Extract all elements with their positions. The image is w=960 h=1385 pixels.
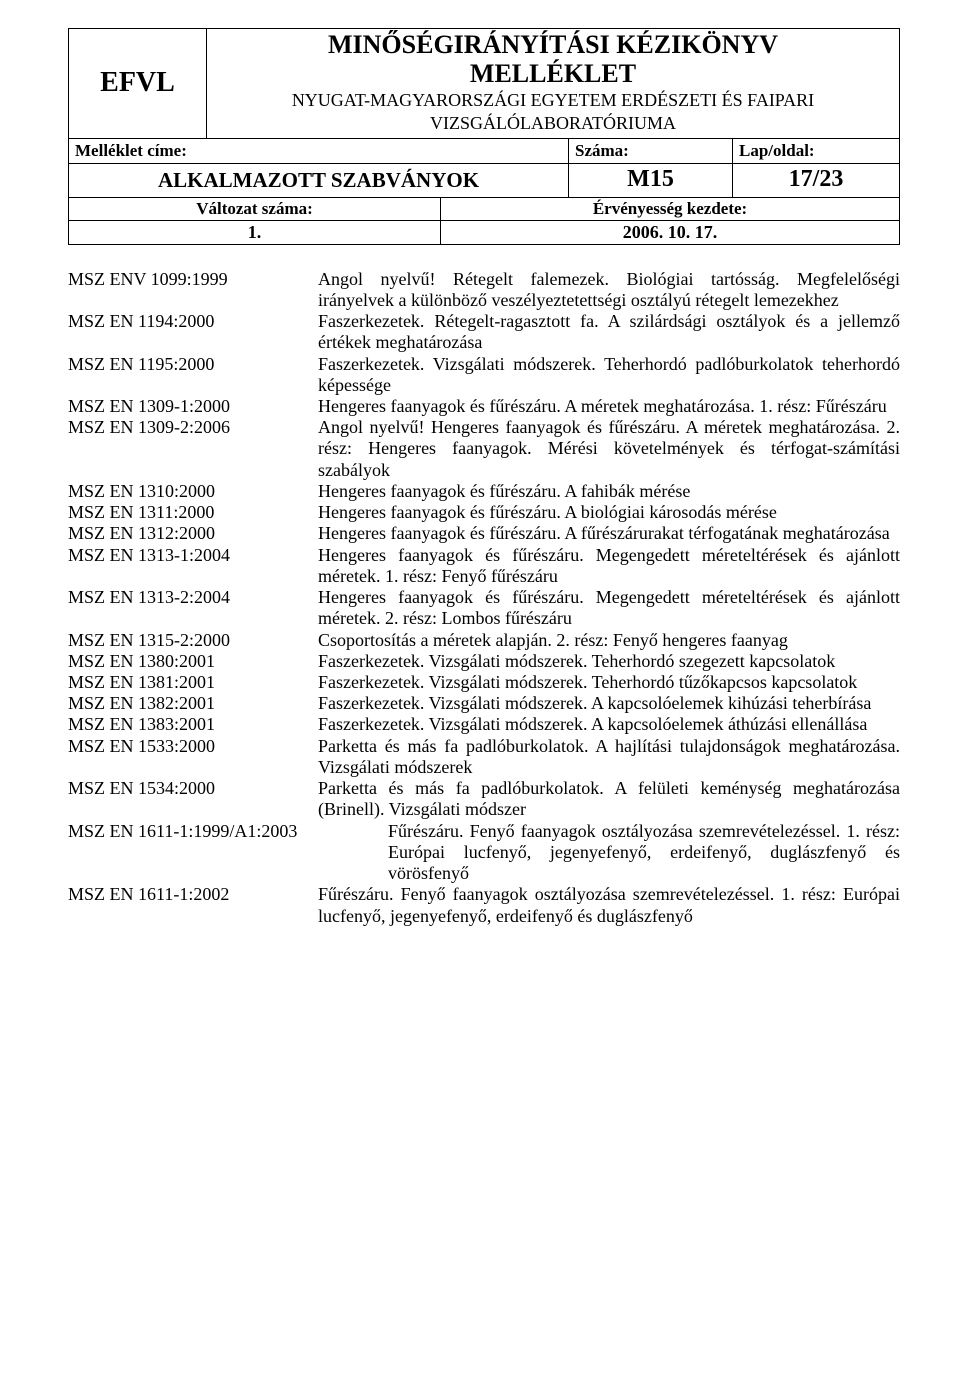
standard-entry: MSZ EN 1533:2000Parketta és más fa padló… — [68, 736, 900, 778]
standard-entry: MSZ EN 1195:2000Faszerkezetek. Vizsgálat… — [68, 354, 900, 396]
standard-entry: MSZ EN 1611-1:2002Fűrészáru. Fenyő faany… — [68, 884, 900, 926]
standard-description: Hengeres faanyagok és fűrészáru. Megenge… — [318, 545, 900, 587]
applied-standards-title: ALKALMAZOTT SZABVÁNYOK — [69, 164, 569, 197]
header-logo: EFVL — [69, 29, 207, 138]
document-header: EFVL MINŐSÉGIRÁNYÍTÁSI KÉZIKÖNYV MELLÉKL… — [68, 28, 900, 245]
standard-code: MSZ EN 1611-1:1999/A1:2003 — [68, 821, 388, 842]
standard-description: Parketta és más fa padlóburkolatok. A ha… — [318, 736, 900, 778]
page-label: Lap/oldal: — [733, 139, 899, 163]
main-title-line2: MELLÉKLET — [213, 60, 893, 89]
standard-entry: MSZ EN 1611-1:1999/A1:2003Fűrészáru. Fen… — [68, 821, 900, 885]
standard-description: Parketta és más fa padlóburkolatok. A fe… — [318, 778, 900, 820]
standard-description: Hengeres faanyagok és fűrészáru. A fahib… — [318, 481, 900, 502]
standard-code: MSZ EN 1383:2001 — [68, 714, 318, 735]
standard-description: Faszerkezetek. Vizsgálati módszerek. Teh… — [318, 354, 900, 396]
standard-entry: MSZ EN 1534:2000Parketta és más fa padló… — [68, 778, 900, 820]
standard-entry: MSZ EN 1309-1:2000Hengeres faanyagok és … — [68, 396, 900, 417]
standard-description: Faszerkezetek. Vizsgálati módszerek. Teh… — [318, 672, 900, 693]
standard-description: Angol nyelvű! Rétegelt falemezek. Biológ… — [318, 269, 900, 311]
standard-code: MSZ EN 1311:2000 — [68, 502, 318, 523]
validity-label: Érvényesség kezdete: — [441, 198, 899, 220]
page-number: 17/23 — [733, 164, 899, 197]
number-label: Száma: — [569, 139, 733, 163]
version-label: Változat száma: — [69, 198, 441, 220]
sub-title-line1: NYUGAT-MAGYARORSZÁGI EGYETEM ERDÉSZETI É… — [213, 90, 893, 111]
header-title-block: MINŐSÉGIRÁNYÍTÁSI KÉZIKÖNYV MELLÉKLET NY… — [207, 29, 899, 138]
standard-code: MSZ EN 1195:2000 — [68, 354, 318, 375]
standard-description: Faszerkezetek. Vizsgálati módszerek. A k… — [318, 714, 900, 735]
standard-description: Hengeres faanyagok és fűrészáru. Megenge… — [318, 587, 900, 629]
standard-description: Faszerkezetek. Vizsgálati módszerek. Teh… — [318, 651, 900, 672]
standard-entry: MSZ EN 1313-2:2004Hengeres faanyagok és … — [68, 587, 900, 629]
standard-entry: MSZ ENV 1099:1999Angol nyelvű! Rétegelt … — [68, 269, 900, 311]
standard-description: Faszerkezetek. Rétegelt-ragasztott fa. A… — [318, 311, 900, 353]
standard-description: Fűrészáru. Fenyő faanyagok osztályozása … — [318, 884, 900, 926]
standard-code: MSZ EN 1313-1:2004 — [68, 545, 318, 566]
standard-description: Csoportosítás a méretek alapján. 2. rész… — [318, 630, 900, 651]
standard-entry: MSZ EN 1313-1:2004Hengeres faanyagok és … — [68, 545, 900, 587]
standard-description: Hengeres faanyagok és fűrészáru. A fűrés… — [318, 523, 900, 544]
standard-entry: MSZ EN 1380:2001Faszerkezetek. Vizsgálat… — [68, 651, 900, 672]
standard-description: Angol nyelvű! Hengeres faanyagok és fűré… — [318, 417, 900, 481]
standard-entry: MSZ EN 1309-2:2006Angol nyelvű! Hengeres… — [68, 417, 900, 481]
standard-code: MSZ ENV 1099:1999 — [68, 269, 318, 290]
standard-entry: MSZ EN 1311:2000Hengeres faanyagok és fű… — [68, 502, 900, 523]
standard-description: Faszerkezetek. Vizsgálati módszerek. A k… — [318, 693, 900, 714]
standard-code: MSZ EN 1313-2:2004 — [68, 587, 318, 608]
standard-code: MSZ EN 1380:2001 — [68, 651, 318, 672]
standard-code: MSZ EN 1534:2000 — [68, 778, 318, 799]
standard-code: MSZ EN 1611-1:2002 — [68, 884, 318, 905]
standard-code: MSZ EN 1382:2001 — [68, 693, 318, 714]
standard-entry: MSZ EN 1383:2001Faszerkezetek. Vizsgálat… — [68, 714, 900, 735]
document-number: M15 — [569, 164, 733, 197]
standard-description: Hengeres faanyagok és fűrészáru. A bioló… — [318, 502, 900, 523]
sub-title-line2: VIZSGÁLÓLABORATÓRIUMA — [213, 113, 893, 134]
standard-code: MSZ EN 1310:2000 — [68, 481, 318, 502]
main-title-line1: MINŐSÉGIRÁNYÍTÁSI KÉZIKÖNYV — [213, 31, 893, 60]
validity-value: 2006. 10. 17. — [441, 221, 899, 244]
standard-description: Fűrészáru. Fenyő faanyagok osztályozása … — [388, 821, 900, 885]
standard-code: MSZ EN 1381:2001 — [68, 672, 318, 693]
standards-list: MSZ ENV 1099:1999Angol nyelvű! Rétegelt … — [68, 269, 900, 927]
standard-code: MSZ EN 1194:2000 — [68, 311, 318, 332]
standard-entry: MSZ EN 1310:2000Hengeres faanyagok és fű… — [68, 481, 900, 502]
standard-code: MSZ EN 1309-2:2006 — [68, 417, 318, 438]
standard-entry: MSZ EN 1312:2000Hengeres faanyagok és fű… — [68, 523, 900, 544]
standard-entry: MSZ EN 1381:2001Faszerkezetek. Vizsgálat… — [68, 672, 900, 693]
attachment-title-label: Melléklet címe: — [69, 139, 569, 163]
standard-code: MSZ EN 1315-2:2000 — [68, 630, 318, 651]
version-value: 1. — [69, 221, 441, 244]
standard-code: MSZ EN 1312:2000 — [68, 523, 318, 544]
standard-code: MSZ EN 1309-1:2000 — [68, 396, 318, 417]
standard-entry: MSZ EN 1315-2:2000Csoportosítás a mérete… — [68, 630, 900, 651]
standard-description: Hengeres faanyagok és fűrészáru. A méret… — [318, 396, 900, 417]
standard-entry: MSZ EN 1382:2001Faszerkezetek. Vizsgálat… — [68, 693, 900, 714]
standard-entry: MSZ EN 1194:2000Faszerkezetek. Rétegelt-… — [68, 311, 900, 353]
standard-code: MSZ EN 1533:2000 — [68, 736, 318, 757]
